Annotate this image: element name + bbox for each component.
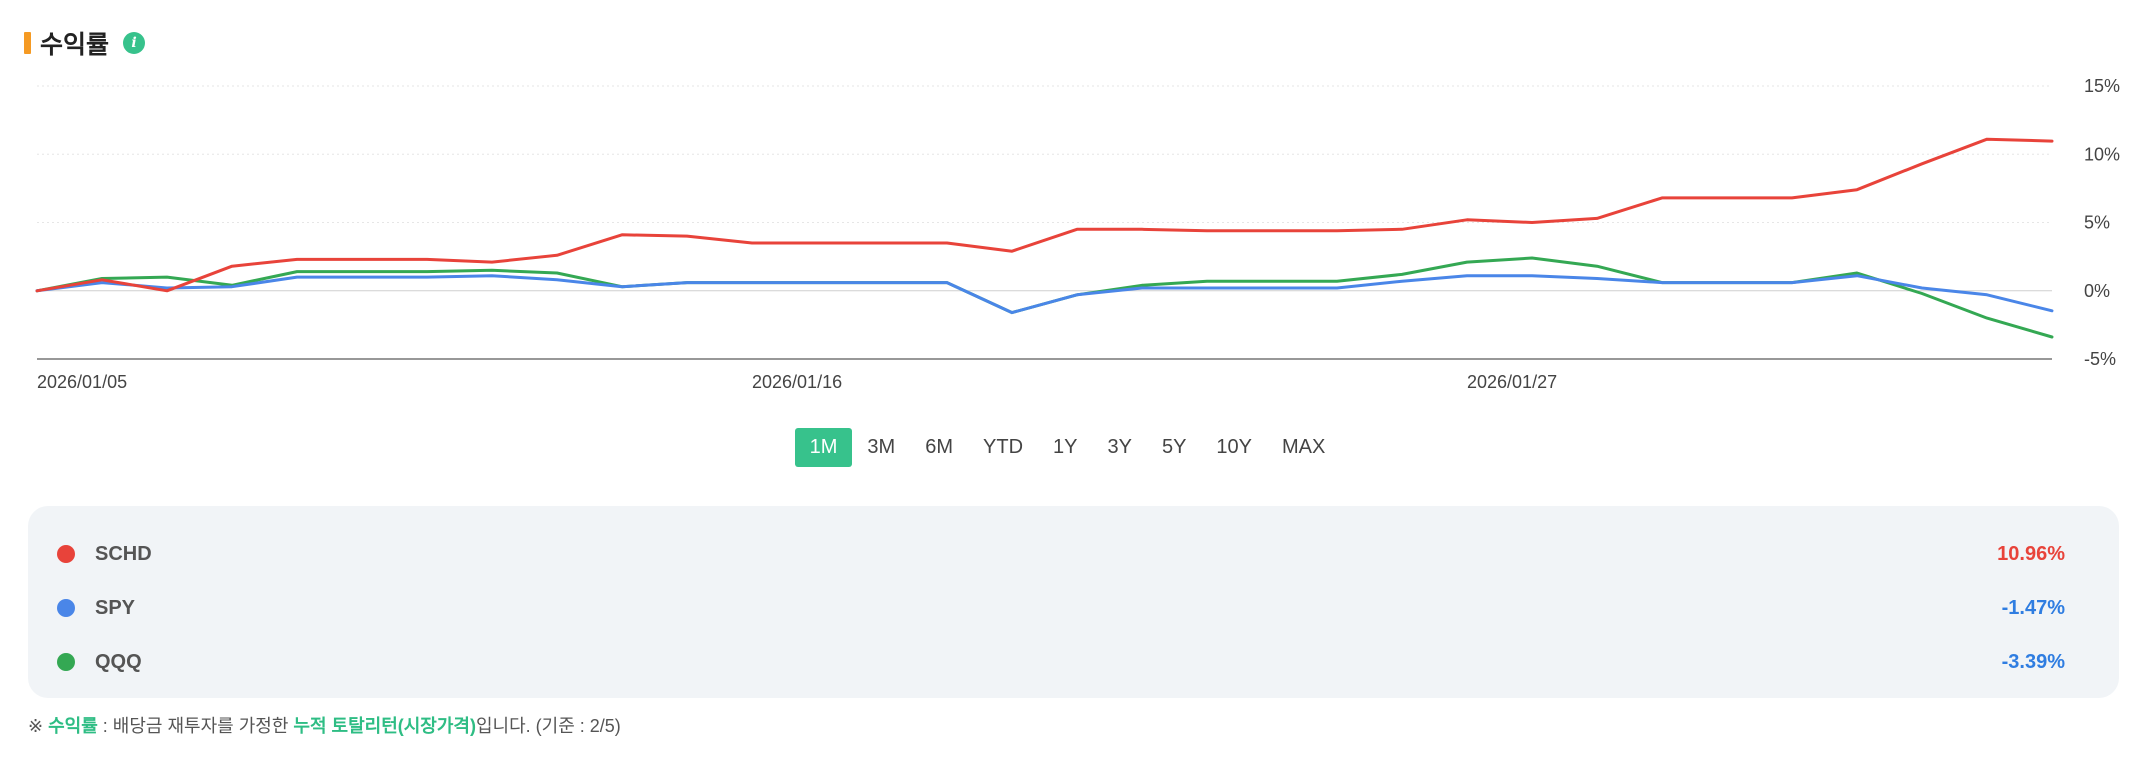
legend-panel: SCHD 10.96% SPY -1.47% QQQ -3.39% <box>28 506 2119 698</box>
footnote-mid: : 배당금 재투자를 가정한 <box>97 716 294 736</box>
footnote-highlight: 누적 토탈리턴(시장가격) <box>293 716 476 736</box>
period-button-5y[interactable]: 5Y <box>1161 436 1187 458</box>
legend-row-spy[interactable]: SPY -1.47% <box>28 581 2119 635</box>
legend-return-value: -3.39% <box>2001 650 2065 673</box>
period-button-3y[interactable]: 3Y <box>1107 436 1132 458</box>
legend-dot <box>57 599 75 617</box>
legend-row-schd[interactable]: SCHD 10.96% <box>28 527 2119 581</box>
legend-dot <box>57 545 75 563</box>
footnote-term: 수익률 <box>48 716 98 736</box>
period-button-group: 1M 3M 6M YTD 1Y 3Y 5Y 10Y MAX <box>794 428 1341 467</box>
info-icon[interactable]: i <box>123 32 146 54</box>
x-tick-label: 2026/01/05 <box>37 372 127 392</box>
title-accent-bar <box>24 32 31 54</box>
returns-line-chart: 15% 10% 5% 0% -5% 2026/01/05 2026/01/16 2026/01… <box>35 76 2120 392</box>
legend-ticker: SCHD <box>95 542 152 565</box>
period-button-6m[interactable]: 6M <box>925 436 954 458</box>
period-button-max[interactable]: MAX <box>1282 436 1326 458</box>
legend-row-qqq[interactable]: QQQ -3.39% <box>28 635 2119 689</box>
period-button-1m[interactable]: 1M <box>794 428 853 467</box>
footnote-prefix: ※ <box>28 716 49 736</box>
period-button-ytd[interactable]: YTD <box>983 436 1024 458</box>
y-tick-label: 15% <box>2084 76 2120 96</box>
y-tick-label: 10% <box>2084 144 2120 164</box>
footnote-suffix: 입니다. (기준 : 2/5) <box>475 716 621 736</box>
series-line-spy <box>35 274 2054 315</box>
page-title: 수익률 <box>40 31 110 59</box>
period-button-10y[interactable]: 10Y <box>1216 436 1253 458</box>
section-title: 수익률 i <box>24 26 146 60</box>
legend-ticker: QQQ <box>95 650 142 673</box>
legend-return-value: -1.47% <box>2001 596 2065 619</box>
y-tick-label: 5% <box>2084 213 2110 233</box>
series-line-qqq <box>35 256 2054 339</box>
x-tick-label: 2026/01/16 <box>752 372 842 392</box>
period-button-1y[interactable]: 1Y <box>1053 436 1078 458</box>
legend-return-value: 10.96% <box>1997 542 2065 565</box>
y-tick-label: 0% <box>2084 281 2110 301</box>
period-button-3m[interactable]: 3M <box>867 436 896 458</box>
series-line-schd <box>35 137 2054 293</box>
legend-dot <box>57 653 75 671</box>
y-tick-label: -5% <box>2084 349 2116 369</box>
period-selector: 1M 3M 6M YTD 1Y 3Y 5Y 10Y MAX <box>0 428 2151 467</box>
x-tick-label: 2026/01/27 <box>1467 372 1557 392</box>
legend-ticker: SPY <box>95 596 136 619</box>
footnote: ※ 수익률 : 배당금 재투자를 가정한 누적 토탈리턴(시장가격)입니다. (… <box>28 712 621 738</box>
